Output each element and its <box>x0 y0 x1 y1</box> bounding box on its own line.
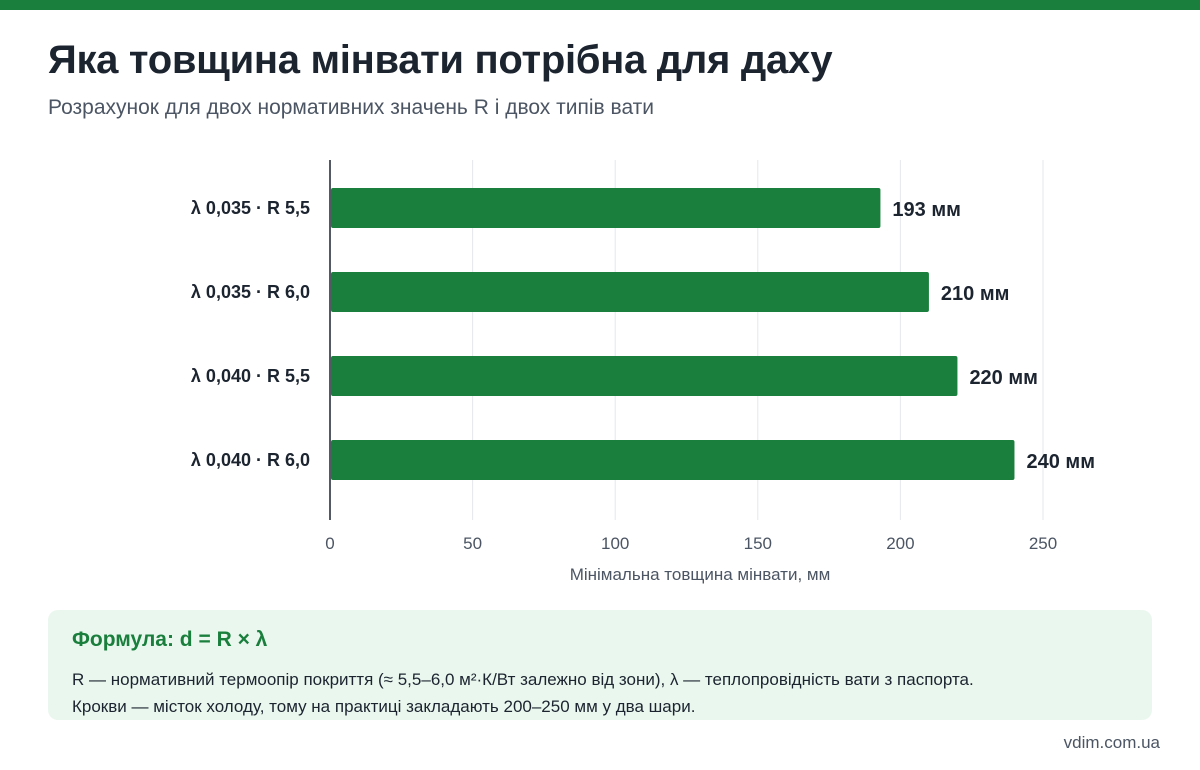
page-subtitle: Розрахунок для двох нормативних значень … <box>48 96 655 119</box>
site-url: vdim.com.ua <box>1063 733 1160 752</box>
bar <box>331 272 929 312</box>
value-label: 210 мм <box>941 283 1010 305</box>
category-label: λ 0,035 · R 6,0 <box>191 282 310 302</box>
page-title: Яка товщина мінвати потрібна для даху <box>48 38 833 82</box>
x-tick-label: 150 <box>744 534 772 553</box>
value-label: 220 мм <box>969 367 1038 389</box>
bar <box>331 356 958 396</box>
formula-description: R — нормативний термоопір покриття (≈ 5,… <box>72 670 974 689</box>
formula-note: Крокви — місток холоду, тому на практиці… <box>72 697 696 716</box>
formula-title: Формула: d = R × λ <box>72 628 268 651</box>
bar-chart: 0 50 100 150 200 250 λ 0,035 · R 5,5 193 мм λ 0,… <box>191 160 1095 584</box>
x-tick-label: 50 <box>463 534 482 553</box>
value-label: 240 мм <box>1026 451 1095 473</box>
bar <box>331 188 881 228</box>
x-tick-label: 200 <box>886 534 914 553</box>
category-label: λ 0,035 · R 5,5 <box>191 198 310 218</box>
bar <box>331 440 1015 480</box>
value-label: 193 мм <box>892 199 961 221</box>
top-accent-bar <box>0 0 1200 10</box>
category-label: λ 0,040 · R 5,5 <box>191 366 310 386</box>
category-label: λ 0,040 · R 6,0 <box>191 450 310 470</box>
formula-box: Формула: d = R × λ R — нормативний термо… <box>48 610 1152 720</box>
x-tick-label: 0 <box>325 534 334 553</box>
x-tick-label: 250 <box>1029 534 1057 553</box>
x-tick-label: 100 <box>601 534 629 553</box>
x-axis-title: Мінімальна товщина мінвати, мм <box>570 565 831 584</box>
